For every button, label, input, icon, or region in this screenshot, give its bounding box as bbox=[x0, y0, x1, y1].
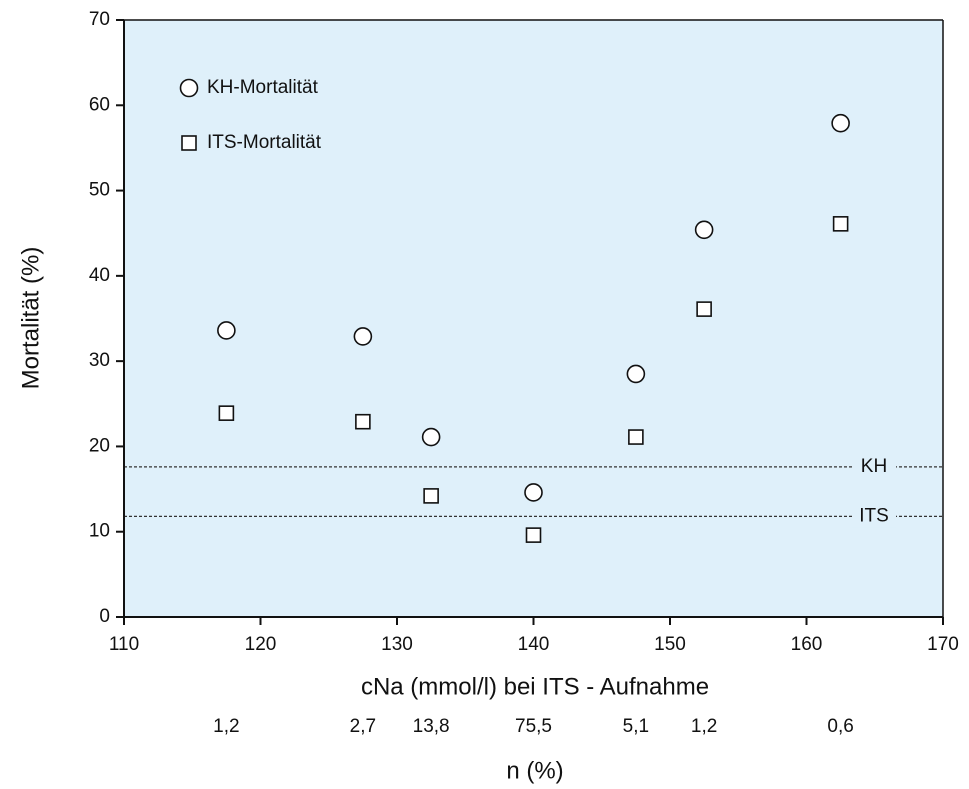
reference-label: KH bbox=[861, 456, 887, 477]
secondary-x-label: n (%) bbox=[506, 757, 563, 784]
x-tick-label: 120 bbox=[245, 634, 277, 655]
reference-label: ITS bbox=[859, 505, 889, 526]
circle-marker bbox=[217, 321, 236, 340]
y-tick-label: 60 bbox=[89, 94, 110, 115]
y-tick-label: 30 bbox=[89, 350, 110, 371]
square-marker bbox=[832, 216, 849, 232]
legend-marker bbox=[181, 135, 197, 151]
x-tick-label: 170 bbox=[927, 634, 959, 655]
x-axis-label: cNa (mmol/l) bei ITS - Aufnahme bbox=[361, 673, 709, 700]
x-tick-label: 150 bbox=[654, 634, 686, 655]
square-marker bbox=[218, 405, 235, 421]
n-label: 2,7 bbox=[350, 716, 376, 737]
n-label: 5,1 bbox=[623, 716, 649, 737]
square-marker bbox=[525, 527, 542, 543]
y-tick-label: 20 bbox=[89, 435, 110, 456]
legend-marker bbox=[179, 78, 199, 98]
square-marker bbox=[355, 413, 371, 430]
legend-label: KH-Mortalität bbox=[207, 77, 319, 98]
circle-marker bbox=[626, 364, 646, 384]
circle-marker bbox=[694, 220, 714, 240]
circle-marker bbox=[524, 483, 543, 502]
n-label: 1,2 bbox=[691, 716, 717, 737]
x-tick-label: 130 bbox=[381, 634, 413, 655]
n-label: 13,8 bbox=[413, 716, 450, 737]
x-tick-label: 160 bbox=[791, 634, 823, 655]
y-tick-label: 0 bbox=[99, 606, 110, 627]
y-tick-label: 10 bbox=[89, 521, 110, 542]
n-label: 0,6 bbox=[827, 716, 853, 737]
circle-marker bbox=[353, 327, 373, 346]
y-axis-label: Mortalität (%) bbox=[17, 247, 44, 390]
y-tick-label: 70 bbox=[89, 9, 110, 30]
reference-label-bg bbox=[852, 505, 896, 528]
plot-background bbox=[124, 20, 943, 617]
circle-marker bbox=[421, 427, 441, 447]
circle-marker bbox=[831, 113, 850, 133]
legend-label: ITS-Mortalität bbox=[207, 132, 322, 153]
n-label: 1,2 bbox=[213, 716, 239, 737]
y-tick-label: 50 bbox=[89, 180, 110, 201]
reference-label-bg bbox=[852, 455, 896, 478]
n-label: 75,5 bbox=[515, 716, 552, 737]
square-marker bbox=[423, 488, 439, 504]
square-marker bbox=[696, 301, 712, 317]
x-tick-label: 140 bbox=[518, 634, 550, 655]
x-tick-label: 110 bbox=[109, 634, 139, 655]
y-tick-label: 40 bbox=[89, 265, 110, 286]
square-marker bbox=[628, 429, 644, 445]
